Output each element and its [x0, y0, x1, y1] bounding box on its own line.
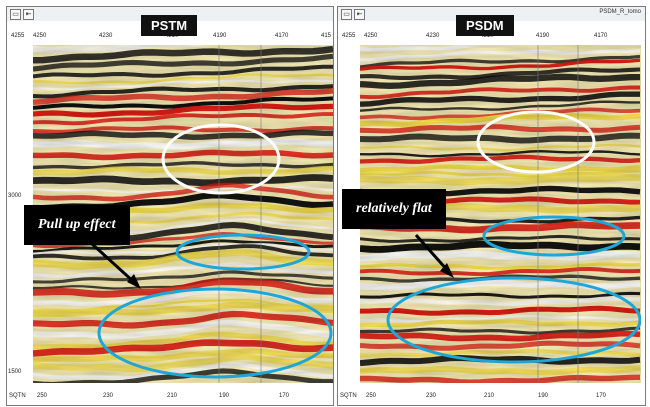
flat-ellipse-large: [386, 276, 641, 364]
anomaly-ellipse-white: [161, 123, 281, 195]
tick-label: 4170: [594, 33, 608, 39]
pull-up-ellipse-large: [97, 287, 333, 379]
tick-label: SQTN: [340, 393, 357, 399]
tick-label: 4230: [426, 33, 440, 39]
anomaly-ellipse-white: [476, 110, 596, 174]
restore-icon[interactable]: ▭: [341, 9, 352, 20]
pull-up-callout: Pull up effect: [24, 205, 130, 245]
tick-label: 4190: [536, 33, 550, 39]
tick-label: 250: [366, 393, 377, 399]
pstm-seismic-svg: [33, 45, 333, 383]
psdm-badge: PSDM: [456, 15, 514, 36]
tick-label: 250: [37, 393, 48, 399]
tick-label: 4190: [213, 33, 227, 39]
tick-label: 170: [279, 393, 290, 399]
tick-label: 190: [538, 393, 549, 399]
callout-arrow: [89, 241, 137, 285]
tick-label: SQTN: [9, 393, 26, 399]
pstm-bottom-axis: SQTN 250 230 210 190 170: [7, 383, 333, 405]
arrow-head-icon: [440, 263, 454, 278]
pin-icon[interactable]: ⇤: [23, 9, 34, 20]
callout-arrow: [414, 234, 450, 272]
pstm-seismic-section: [33, 45, 333, 383]
depth-tick-label: 3000: [8, 193, 22, 199]
tick-label: 230: [426, 393, 437, 399]
tick-label: 210: [484, 393, 495, 399]
psdm-window-title: PSDM_R_tomo: [599, 9, 641, 15]
tick-label: 415: [321, 33, 332, 39]
arrow-head-icon: [127, 274, 141, 289]
flat-callout: relatively flat: [342, 189, 446, 229]
tick-label: 230: [103, 393, 114, 399]
psdm-bottom-axis: SQTN 250 230 210 190 170: [338, 383, 645, 405]
flat-ellipse-small: [482, 215, 626, 257]
psdm-panel: ▭ ⇤ PSDM_R_tomo 4255 4250 4230 4210 4190…: [337, 6, 646, 406]
tick-label: 4210: [480, 33, 494, 39]
pstm-badge: PSTM: [141, 15, 198, 36]
tick-label: 4210: [165, 33, 179, 39]
pin-icon[interactable]: ⇤: [354, 9, 365, 20]
pstm-panel: ▭ ⇤ 4255 4250 4230 4210 4190 4170 415 30…: [6, 6, 334, 406]
tick-label: 210: [167, 393, 178, 399]
tick-label: 170: [596, 393, 607, 399]
tick-label: 4250: [364, 33, 378, 39]
tick-label: 4230: [99, 33, 113, 39]
pull-up-ellipse-small: [175, 233, 311, 271]
tick-label: 4255: [11, 33, 25, 39]
tick-label: 4250: [33, 33, 47, 39]
tick-label: 4170: [275, 33, 289, 39]
depth-tick-label: 1500: [8, 369, 22, 375]
tick-label: 4255: [342, 33, 356, 39]
pstm-top-axis: 4255 4250 4230 4210 4190 4170 415: [7, 21, 333, 45]
tick-label: 190: [219, 393, 230, 399]
restore-icon[interactable]: ▭: [10, 9, 21, 20]
